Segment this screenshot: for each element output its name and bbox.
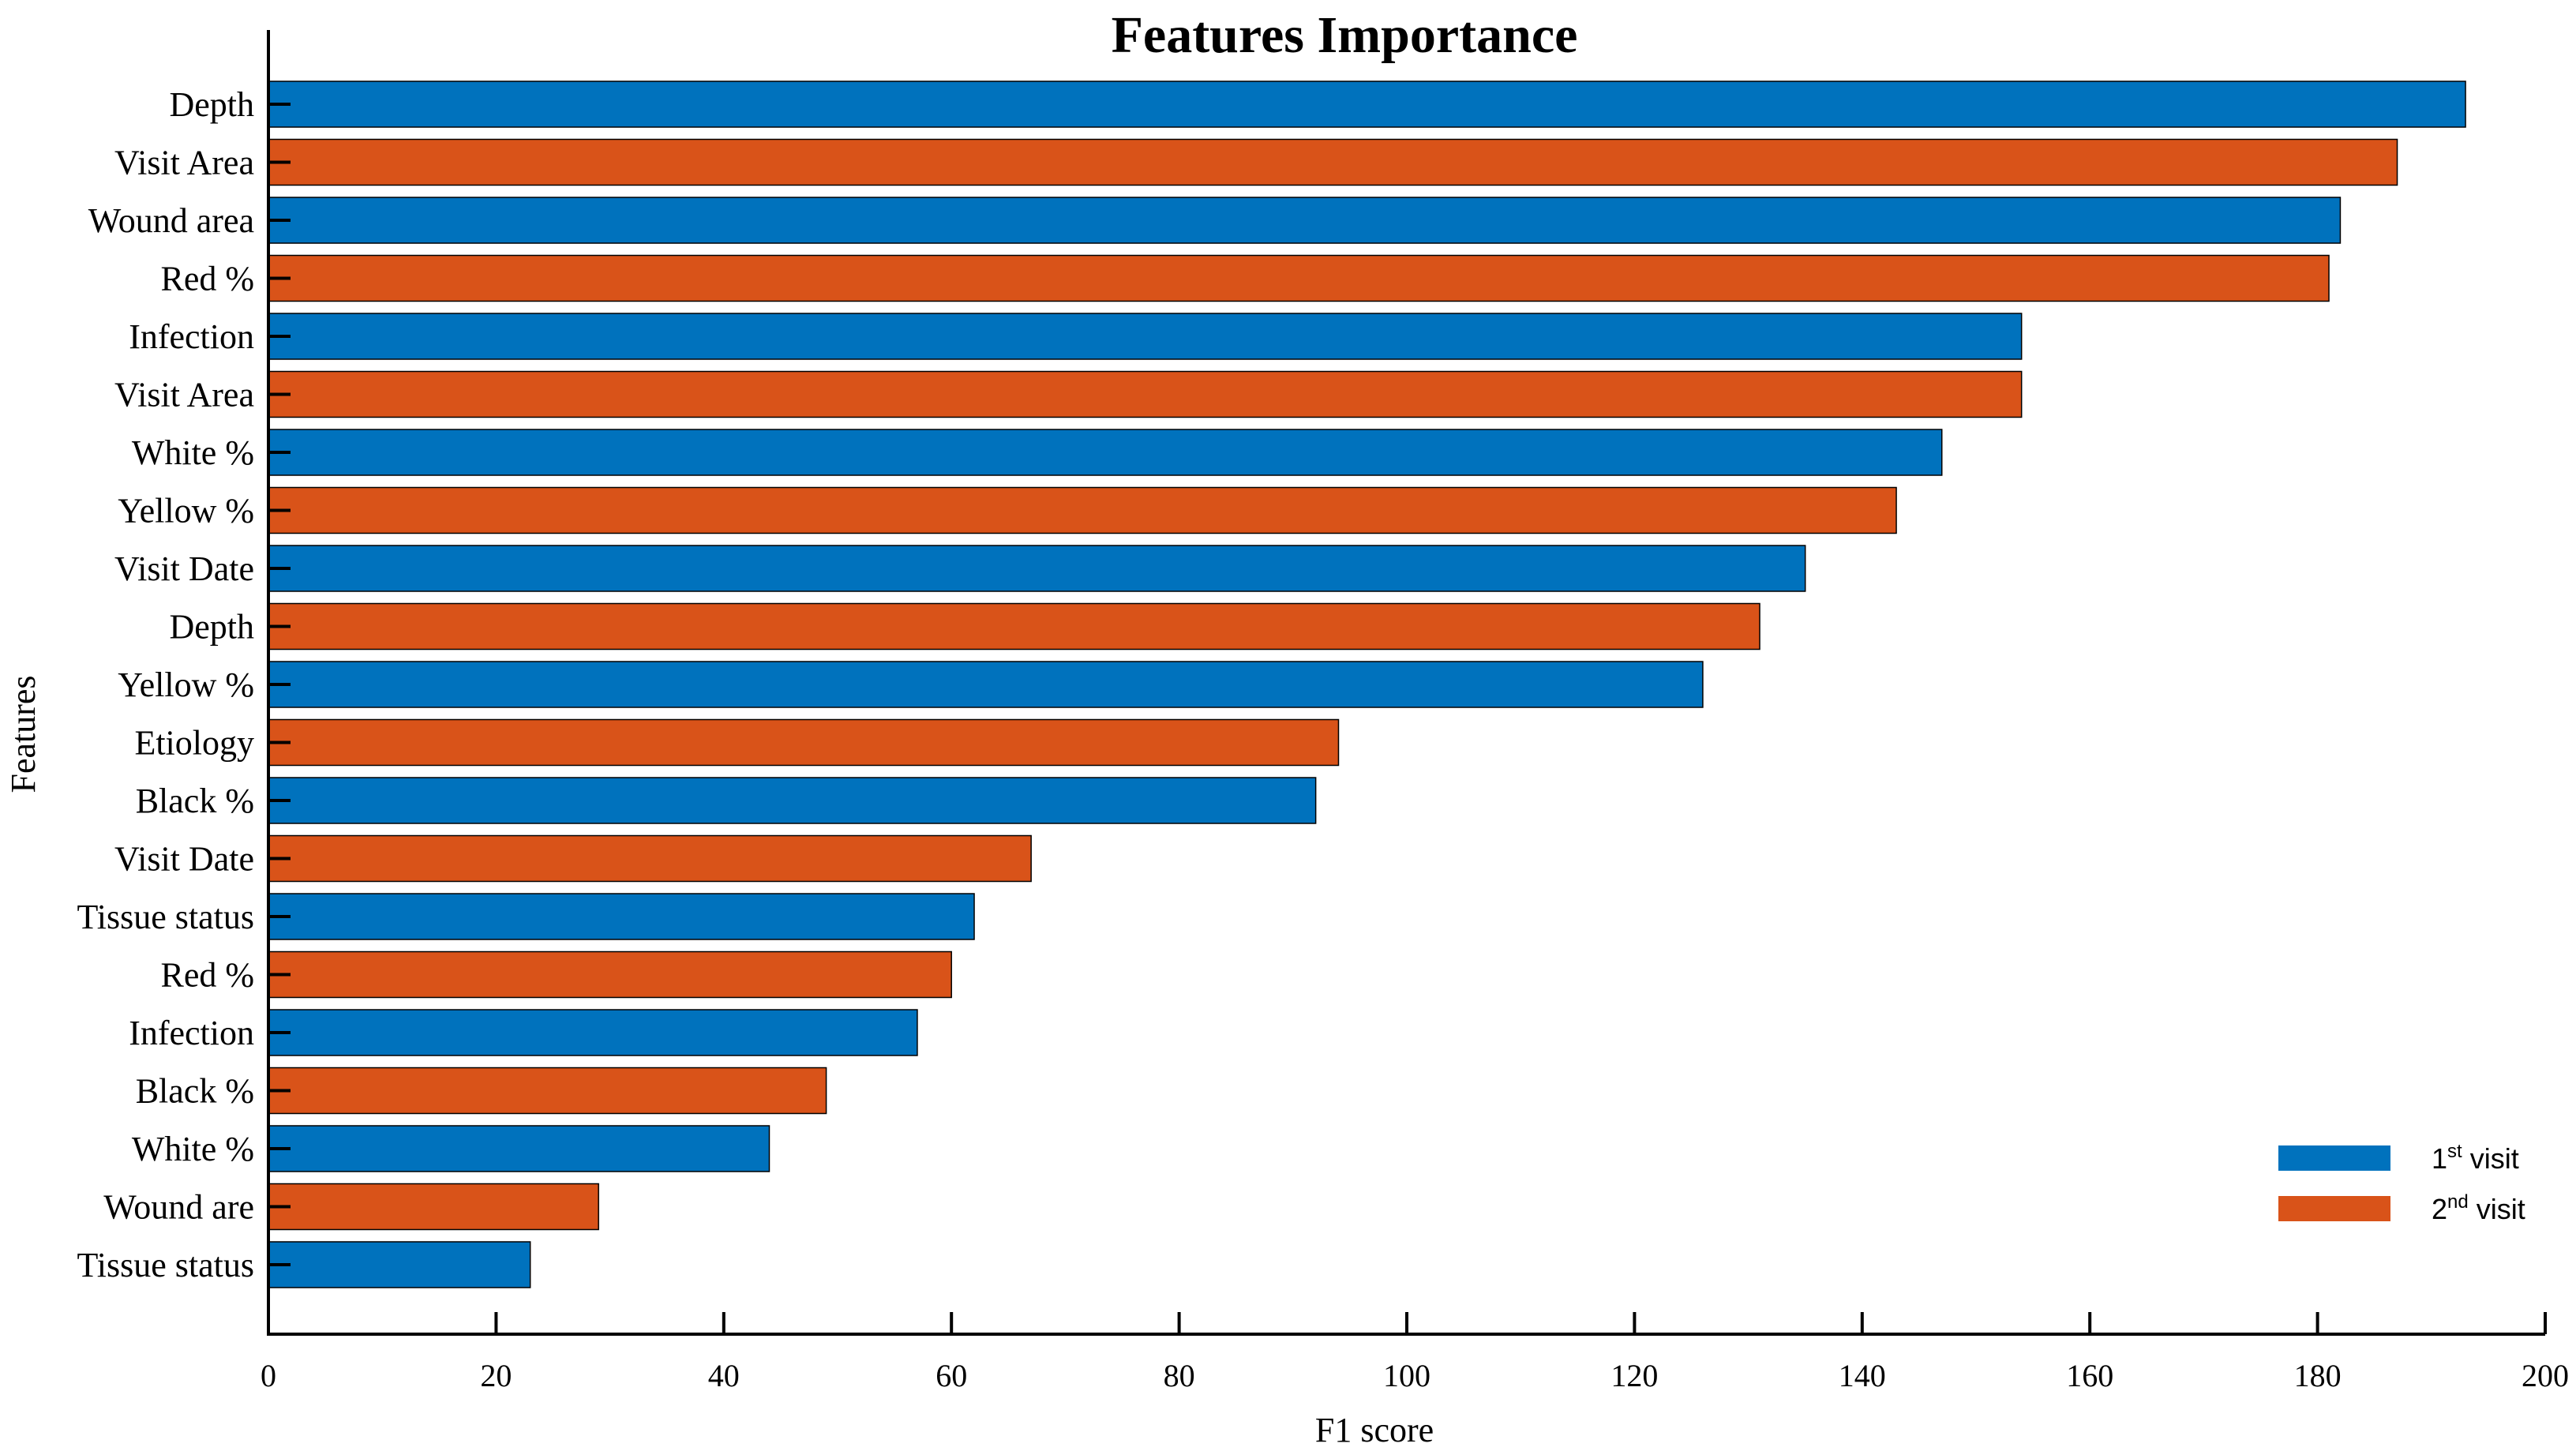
- category-label: Tissue status: [77, 1246, 254, 1284]
- x-tick-label: 80: [1164, 1358, 1195, 1393]
- bar-3: [268, 197, 2342, 244]
- category-label: Red %: [160, 956, 254, 995]
- x-axis-ticks: 0 20 40 60 80 100 120 140 160 180 200: [261, 1312, 2569, 1393]
- x-tick-label: 20: [480, 1358, 512, 1393]
- x-tick-label: 200: [2522, 1358, 2569, 1393]
- bar-11: [268, 661, 1704, 708]
- category-label: Wound are: [103, 1188, 254, 1227]
- x-axis-title: F1 score: [1315, 1411, 1434, 1449]
- bar-7: [268, 429, 1943, 476]
- bar-20: [268, 1183, 599, 1231]
- bar-13: [268, 777, 1317, 824]
- bar-12: [268, 718, 1340, 767]
- category-label: Yellow %: [118, 492, 254, 531]
- legend-suffix: st: [2447, 1141, 2462, 1162]
- category-label: Depth: [169, 85, 254, 124]
- x-tick-label: 40: [708, 1358, 740, 1393]
- x-tick-label: 140: [1839, 1358, 1886, 1393]
- category-label: White %: [132, 1130, 254, 1168]
- category-label: Tissue status: [77, 898, 254, 936]
- category-label: Black %: [136, 1072, 254, 1111]
- bar-5: [268, 313, 2023, 360]
- legend-swatch: [2278, 1196, 2390, 1221]
- category-label: Visit Area: [114, 376, 254, 414]
- bar-17: [268, 1009, 918, 1056]
- legend-ordinal: 2: [2432, 1193, 2447, 1225]
- bar-6: [268, 370, 2023, 418]
- legend-label: 1st visit: [2432, 1141, 2519, 1175]
- bar-2: [268, 138, 2398, 186]
- category-label: Infection: [129, 1014, 254, 1052]
- category-label: Wound area: [88, 201, 254, 240]
- category-labels: Depth Visit Area Wound area Red % Infection V…: [77, 85, 254, 1284]
- legend-ordinal: 1: [2432, 1142, 2447, 1175]
- category-label: Visit Date: [114, 549, 254, 588]
- y-axis-title: Features: [4, 675, 43, 793]
- legend-rest: visit: [2462, 1142, 2519, 1175]
- bar-1: [268, 81, 2466, 128]
- category-label: Red %: [160, 260, 254, 298]
- bar-8: [268, 486, 1897, 534]
- chart-title: Features Importance: [1112, 6, 1578, 64]
- x-tick-label: 60: [936, 1358, 967, 1393]
- bar-21: [268, 1241, 531, 1288]
- legend-swatch: [2278, 1145, 2390, 1171]
- category-label: Visit Area: [114, 144, 254, 182]
- bar-14: [268, 834, 1032, 883]
- x-tick-label: 180: [2294, 1358, 2342, 1393]
- bar-4: [268, 254, 2330, 302]
- bar-10: [268, 602, 1760, 651]
- category-label: Infection: [129, 317, 254, 356]
- category-label: Visit Date: [114, 840, 254, 879]
- category-label: Etiology: [134, 724, 254, 763]
- bar-9: [268, 545, 1806, 592]
- legend-label: 2nd visit: [2432, 1191, 2525, 1225]
- bar-19: [268, 1125, 771, 1172]
- legend-suffix: nd: [2447, 1191, 2469, 1213]
- bar-18: [268, 1067, 827, 1115]
- axes: [267, 30, 2545, 1336]
- category-label: Depth: [169, 608, 254, 647]
- bars-layer: [268, 81, 2466, 1288]
- category-label: Black %: [136, 782, 254, 820]
- category-label: White %: [132, 433, 254, 472]
- legend-rest: visit: [2469, 1193, 2525, 1225]
- x-tick-label: 100: [1383, 1358, 1430, 1393]
- bar-15: [268, 893, 975, 940]
- x-tick-label: 0: [261, 1358, 276, 1393]
- x-tick-label: 120: [1610, 1358, 1658, 1393]
- x-tick-label: 160: [2066, 1358, 2113, 1393]
- bar-16: [268, 950, 952, 999]
- category-label: Yellow %: [118, 666, 254, 704]
